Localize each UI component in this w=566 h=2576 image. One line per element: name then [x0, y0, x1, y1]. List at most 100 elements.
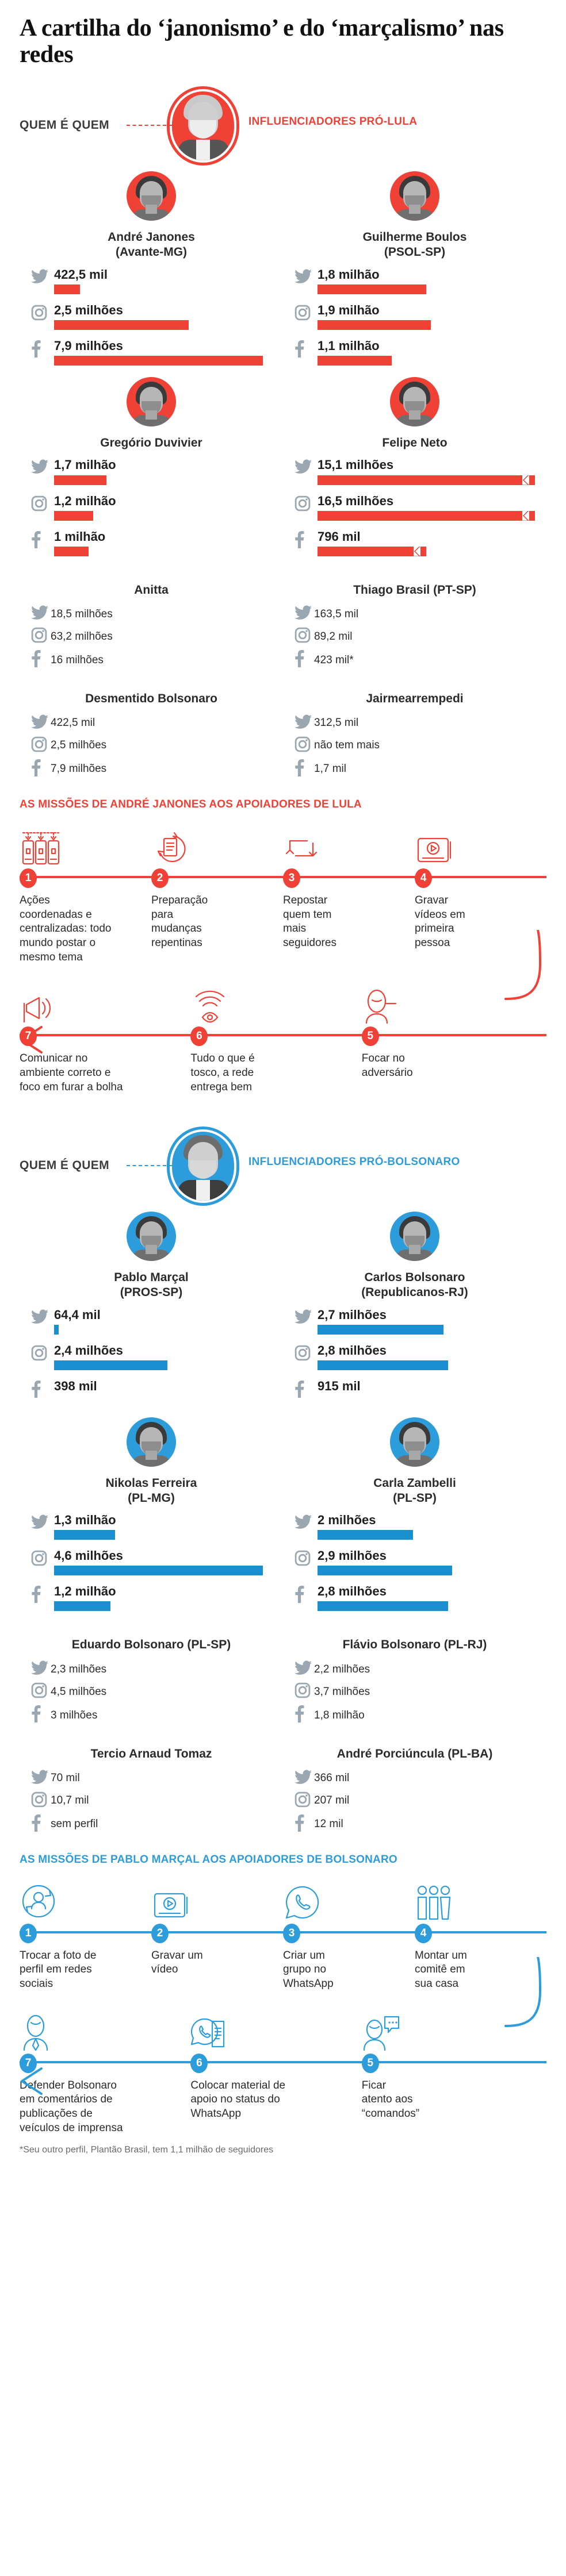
- instagram-icon: [295, 736, 314, 755]
- step-number: 3: [283, 868, 300, 888]
- stat-row-compact: 18,5 milhões: [31, 605, 271, 623]
- stat-value: 312,5 mil: [314, 717, 359, 729]
- stat-value: 16 milhões: [51, 653, 104, 666]
- twitter-icon: [31, 458, 54, 474]
- stat-row-compact: 4,5 milhões: [31, 1682, 271, 1701]
- lula-missions-flow: 1 Ações coordenadas e centralizadas: tod…: [20, 817, 546, 1095]
- stat-value: 64,4 mil: [54, 1307, 101, 1322]
- stat-value: 2,5 milhões: [54, 302, 123, 317]
- flow-step: 2 Gravar um vídeo: [151, 1872, 283, 1991]
- facebook-icon: [295, 530, 318, 548]
- influencer-name: Guilherme Boulos (PSOL-SP): [362, 230, 467, 259]
- stat-row-compact: 163,5 mil: [295, 605, 535, 623]
- stat-row: 1,9 milhão: [295, 303, 535, 330]
- stat-value: 89,2 mil: [314, 630, 353, 643]
- stat-row: 1,2 milhão: [31, 494, 271, 521]
- stat-value: 2 milhões: [318, 1513, 376, 1528]
- stat-bar: [54, 355, 263, 366]
- stat-value: 70 mil: [51, 1772, 80, 1785]
- stat-row-compact: 3 milhões: [31, 1705, 271, 1725]
- stat-bar: [54, 284, 81, 294]
- influencer-name: Pablo Marçal (PROS-SP): [114, 1271, 189, 1299]
- avatar: [390, 171, 439, 221]
- whatsapp-icon: [283, 1872, 408, 1921]
- twitter-icon: [31, 605, 51, 623]
- bar-track: [54, 546, 271, 556]
- stat-bar: [318, 355, 392, 366]
- step-text: Montar um comitê em sua casa: [415, 1949, 467, 1990]
- stat-bar: [54, 1530, 115, 1540]
- bar-track: [54, 355, 271, 366]
- stat-value: 7,9 milhões: [51, 763, 107, 775]
- twitter-icon: [295, 268, 318, 284]
- influencer-pair-row: Nikolas Ferreira (PL-MG) 1,3 milhão 4,6 …: [0, 1417, 566, 1621]
- stat-bar: [54, 1360, 167, 1370]
- influencer-name: Tercio Arnaud Tomaz: [90, 1747, 212, 1761]
- stat-row: 1,7 milhão: [31, 458, 271, 485]
- stat-value: 1,3 milhão: [54, 1513, 116, 1528]
- stat-value: 2,8 milhões: [318, 1343, 387, 1358]
- influencer-card: André Janones (Avante-MG) 422,5 mil 2,5 …: [20, 171, 283, 375]
- influencer-pair-row-compact: Tercio Arnaud Tomaz 70 mil 10,7 mil sem …: [0, 1732, 566, 1839]
- stat-row: 2,8 milhões: [295, 1344, 535, 1370]
- instagram-icon: [295, 627, 314, 646]
- stat-row-compact: 70 mil: [31, 1770, 271, 1787]
- instagram-icon: [31, 1344, 54, 1361]
- influencer-card: Nikolas Ferreira (PL-MG) 1,3 milhão 4,6 …: [20, 1417, 283, 1621]
- facebook-icon: [31, 1814, 51, 1835]
- instagram-icon: [31, 1549, 54, 1566]
- step-number: 5: [361, 2053, 379, 2073]
- flow-step: 7 Comunicar no ambiente correto e foco e…: [20, 975, 190, 1094]
- stat-row: 4,6 milhões: [31, 1548, 271, 1576]
- influencer-name: Felipe Neto: [382, 436, 448, 449]
- twitter-icon: [31, 1660, 51, 1678]
- whatsapp-doc-icon: [190, 2002, 354, 2051]
- step-number: 7: [20, 1026, 37, 1047]
- stat-row-compact: sem perfil: [31, 1814, 271, 1835]
- flow-step: 5 Ficar atento aos “comandos”: [361, 2002, 533, 2136]
- stat-row: 1,3 milhão: [31, 1513, 271, 1540]
- instagram-icon: [31, 627, 51, 646]
- stat-value: 423 mil*: [314, 653, 354, 666]
- instagram-icon: [31, 736, 51, 755]
- eye-signal-icon: [190, 975, 354, 1024]
- stat-value: 63,2 milhões: [51, 630, 113, 643]
- instagram-icon: [295, 1791, 314, 1810]
- bolsonaro-missions-section: AS MISSÕES DE PABLO MARÇAL AOS APOIADORE…: [0, 1854, 566, 2136]
- repost-arrows-icon: [283, 817, 408, 866]
- stat-value: 12 mil: [314, 1818, 343, 1831]
- influencer-name: Jairmearrempedi: [366, 692, 464, 706]
- stat-value: 15,1 milhões: [318, 457, 394, 472]
- facebook-icon: [295, 339, 318, 357]
- instagram-icon: [31, 303, 54, 321]
- page-title: A cartilha do ‘janonismo’ e do ‘marçalis…: [20, 15, 504, 68]
- influencer-name: Desmentido Bolsonaro: [85, 692, 217, 706]
- step-number: 7: [20, 2053, 37, 2073]
- stat-value: 7,9 milhões: [54, 338, 123, 353]
- facebook-icon: [295, 650, 314, 670]
- influencer-name: Gregório Duvivier: [100, 436, 202, 449]
- stat-row: 422,5 mil: [31, 267, 271, 294]
- twitter-icon: [31, 1308, 54, 1324]
- stat-bar: [318, 546, 426, 556]
- twitter-icon: [295, 714, 314, 732]
- step-text: Gravar vídeos em primeira pessoa: [415, 894, 465, 949]
- stat-row-compact: 207 mil: [295, 1791, 535, 1810]
- document-cycle-icon: [151, 817, 276, 866]
- bar-track: [318, 475, 535, 485]
- influencer-name: André Janones (Avante-MG): [108, 230, 195, 259]
- influencer-card-compact: André Porciúncula (PL-BA) 366 mil 207 mi…: [283, 1732, 546, 1839]
- stat-value: 1,2 milhão: [54, 493, 116, 508]
- stat-value: 4,6 milhões: [54, 1548, 123, 1563]
- influencer-card: Guilherme Boulos (PSOL-SP) 1,8 milhão 1,…: [283, 171, 546, 375]
- bar-track: [54, 1360, 271, 1370]
- stat-value: 3,7 milhões: [314, 1685, 370, 1698]
- flow-step: 7 Defender Bolsonaro em comentários de p…: [20, 2002, 190, 2136]
- stat-value: 2,5 milhões: [51, 739, 107, 752]
- flow-step: 1 Trocar a foto de perfil em redes socia…: [20, 1872, 151, 1991]
- step-text: Criar um grupo no WhatsApp: [283, 1949, 334, 1990]
- influencer-name: Flávio Bolsonaro (PL-RJ): [342, 1638, 487, 1652]
- avatar: [127, 1417, 176, 1467]
- stat-bar: [54, 475, 106, 485]
- flow-top-row: 1 Ações coordenadas e centralizadas: tod…: [20, 817, 546, 964]
